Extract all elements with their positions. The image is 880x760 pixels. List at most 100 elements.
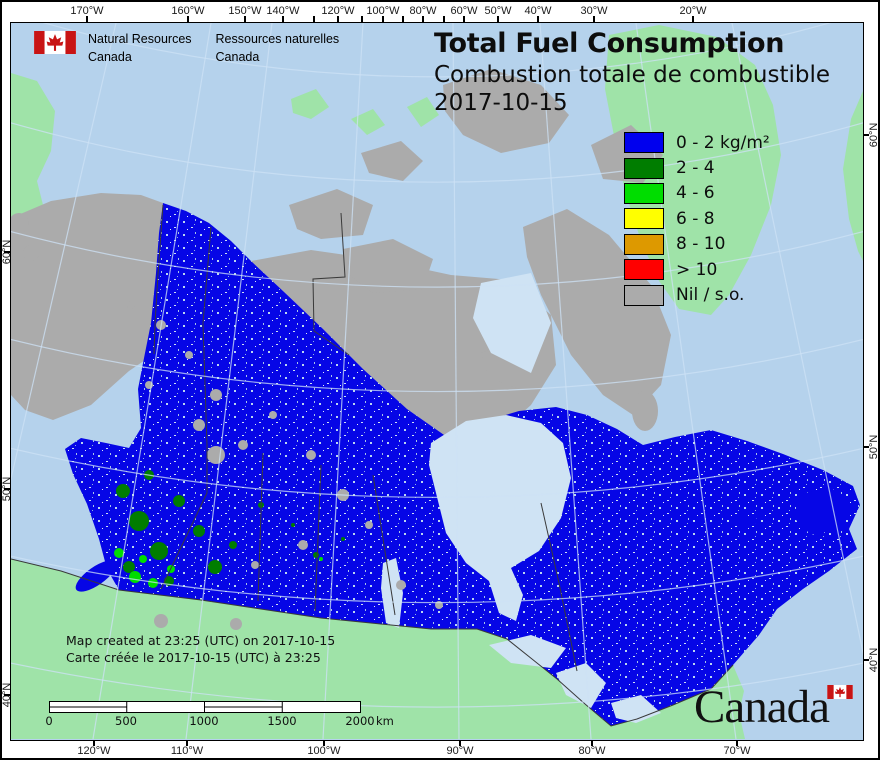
graticule-label: 90°W bbox=[446, 745, 474, 757]
tick-mark bbox=[692, 16, 694, 22]
legend-label: 2 - 4 bbox=[676, 158, 715, 179]
tick-mark bbox=[422, 16, 424, 22]
legend-swatch-gt10 bbox=[624, 259, 664, 281]
graticule-label: 20°W bbox=[679, 5, 707, 17]
borders bbox=[11, 204, 734, 727]
arctic-islets-green bbox=[291, 89, 439, 135]
legend-row: 8 - 10 bbox=[624, 232, 770, 257]
map-title-en: Total Fuel Consumption bbox=[434, 28, 785, 59]
scale-label: 2000 bbox=[345, 714, 375, 728]
logo-text-en: Natural Resources Canada bbox=[88, 31, 192, 66]
graticule-label: 30°W bbox=[580, 5, 608, 17]
scale-label: 1500 bbox=[267, 714, 297, 728]
foxe-basin bbox=[473, 273, 551, 373]
scale-label: 500 bbox=[115, 714, 137, 728]
wordmark-text: Canada bbox=[694, 681, 830, 733]
graticule-lines bbox=[11, 23, 863, 739]
graticule-label: 140°W bbox=[266, 5, 300, 17]
graticule-label: 50°N bbox=[868, 434, 880, 460]
graticule-label: 50°W bbox=[484, 5, 512, 17]
legend-swatch-8-10 bbox=[624, 233, 664, 255]
canada-wordmark: Canada bbox=[694, 684, 869, 736]
creation-note: Map created at 23:25 (UTC) on 2017-10-15… bbox=[66, 632, 335, 667]
legend-swatch-2-4 bbox=[624, 157, 664, 179]
tick-mark bbox=[361, 16, 363, 22]
legend: 0 - 2 kg/m² 2 - 4 4 - 6 6 - 8 8 - 10 > 1… bbox=[624, 130, 770, 308]
map-title-date: 2017-10-15 bbox=[434, 89, 568, 116]
tick-mark bbox=[4, 694, 10, 696]
tick-mark bbox=[313, 16, 315, 22]
tick-mark bbox=[244, 16, 246, 22]
logo-fr-line2: Canada bbox=[215, 49, 260, 64]
legend-row: Nil / s.o. bbox=[624, 282, 770, 307]
creation-note-fr: Carte créée le 2017-10-15 (UTC) à 23:25 bbox=[66, 650, 321, 666]
scale-label: 1000 bbox=[189, 714, 219, 728]
legend-label: Nil / s.o. bbox=[676, 285, 745, 306]
graticule-label: 150°W bbox=[228, 5, 262, 17]
logo-text-fr: Ressources naturelles Canada bbox=[216, 31, 340, 66]
map-title-fr: Combustion totale de combustible bbox=[434, 61, 831, 88]
east-greenland-strip bbox=[843, 91, 863, 261]
tick-mark bbox=[93, 740, 95, 746]
tick-mark bbox=[736, 740, 738, 746]
tick-mark bbox=[591, 740, 593, 746]
map-frame bbox=[10, 22, 864, 741]
nil-blob bbox=[11, 213, 29, 233]
graticule-label: 70°W bbox=[723, 745, 751, 757]
tick-mark bbox=[497, 16, 499, 22]
legend-row: 6 - 8 bbox=[624, 206, 770, 231]
legend-swatch-nil bbox=[624, 284, 664, 306]
tick-mark bbox=[382, 16, 384, 22]
tick-mark bbox=[863, 134, 869, 136]
tick-mark bbox=[593, 16, 595, 22]
tick-mark bbox=[282, 16, 284, 22]
canada-flag-icon bbox=[34, 31, 76, 54]
graticule-label: 40°W bbox=[524, 5, 552, 17]
tick-mark bbox=[86, 16, 88, 22]
fuel-2-4-patches bbox=[116, 470, 345, 586]
scale-bar bbox=[49, 701, 365, 719]
graticule-label: 60°N bbox=[868, 122, 880, 148]
scale-bar-graphic bbox=[49, 701, 361, 713]
tick-mark bbox=[459, 740, 461, 746]
graticule-label: 120°W bbox=[77, 745, 111, 757]
graticule-label: 60°W bbox=[450, 5, 478, 17]
vancouver-island bbox=[75, 560, 117, 592]
logo-fr-line1: Ressources naturelles bbox=[215, 32, 340, 46]
tick-mark bbox=[402, 16, 404, 22]
tick-mark bbox=[537, 16, 539, 22]
tick-mark bbox=[4, 488, 10, 490]
legend-label: > 10 bbox=[676, 259, 718, 280]
wordmark-flag-icon bbox=[827, 685, 853, 699]
legend-swatch-0-2 bbox=[624, 132, 664, 154]
logo-en-line1: Natural Resources bbox=[88, 32, 192, 46]
legend-label: 4 - 6 bbox=[676, 183, 715, 204]
great-lakes bbox=[381, 558, 661, 723]
tick-mark bbox=[443, 16, 445, 22]
anticosti-island bbox=[732, 517, 760, 525]
graticule-label: 170°W bbox=[70, 5, 104, 17]
hudson-bay bbox=[429, 415, 571, 621]
tick-mark bbox=[863, 446, 869, 448]
legend-row: 2 - 4 bbox=[624, 155, 770, 180]
legend-swatch-4-6 bbox=[624, 182, 664, 204]
map-title-block: Total Fuel Consumption Combustion totale… bbox=[434, 28, 830, 117]
nrcan-logo: Natural Resources Canada Ressources natu… bbox=[34, 31, 339, 66]
graticule-label: 120°W bbox=[321, 5, 355, 17]
legend-row: 0 - 2 kg/m² bbox=[624, 130, 770, 155]
graticule-label: 40°N bbox=[868, 647, 880, 673]
nil-blob bbox=[23, 245, 39, 261]
scale-label: 0 bbox=[45, 714, 53, 728]
graticule-label: 100°W bbox=[366, 5, 400, 17]
creation-note-en: Map created at 23:25 (UTC) on 2017-10-15 bbox=[66, 633, 336, 648]
graticule-label: 80°W bbox=[578, 745, 606, 757]
graticule-label: 110°W bbox=[170, 745, 204, 757]
graticule-label: 100°W bbox=[307, 745, 341, 757]
usa-land bbox=[11, 559, 745, 739]
graticule-label: 160°W bbox=[171, 5, 205, 17]
legend-swatch-6-8 bbox=[624, 208, 664, 230]
tick-mark bbox=[4, 251, 10, 253]
legend-label: 6 - 8 bbox=[676, 208, 715, 229]
newfoundland bbox=[795, 487, 851, 535]
